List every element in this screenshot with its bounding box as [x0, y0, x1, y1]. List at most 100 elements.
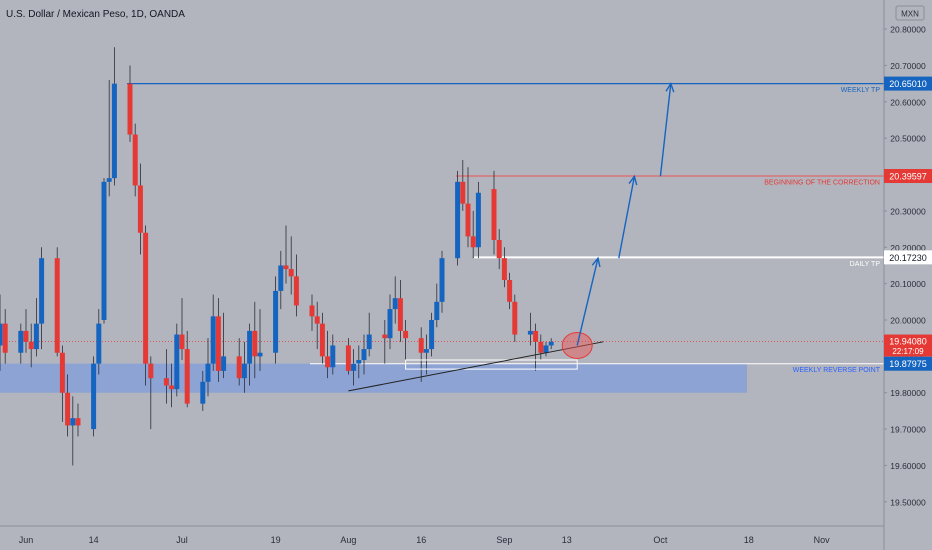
candle-body-69 [501, 258, 507, 280]
target-arrow-head-1 [628, 174, 638, 186]
level-price-label-2: 20.17230 [889, 253, 927, 263]
candle-body-49 [356, 360, 362, 364]
candle-body-40 [288, 269, 294, 277]
price-tick-label-5: 20.00000 [890, 316, 926, 326]
candle-body-70 [507, 280, 513, 302]
candle-body-52 [382, 334, 388, 339]
target-arrow-head-2 [665, 82, 675, 93]
candle-body-53 [387, 309, 393, 339]
candle-body-67 [491, 189, 497, 240]
candle-body-44 [319, 323, 325, 357]
candle-body-66 [475, 192, 481, 248]
candle-body-35 [252, 330, 258, 357]
candle-body-73 [533, 330, 539, 342]
candle-body-50 [361, 349, 367, 360]
candle-body-17 [127, 83, 133, 135]
time-tick-label-6: Sep [496, 535, 512, 545]
candle-body-46 [330, 345, 336, 368]
candle-body-72 [527, 330, 533, 335]
candle-body-12 [91, 363, 97, 430]
candle-body-27 [200, 381, 206, 404]
target-arrow-0 [576, 258, 599, 346]
candle-body-6 [39, 258, 45, 324]
candle-body-9 [65, 392, 71, 426]
price-tick-label-8: 20.30000 [890, 206, 926, 216]
level-price-box-3 [884, 356, 932, 371]
candle-body-5 [33, 323, 39, 350]
candle-body-31 [221, 356, 227, 371]
candle-body-11 [75, 418, 81, 426]
candle-body-74 [538, 341, 544, 353]
candle-body-75 [543, 345, 549, 353]
candle-body-68 [496, 240, 502, 259]
candle-body-43 [314, 316, 320, 324]
ascending-trendline [348, 341, 604, 392]
current-price-label: 19.94080 [889, 337, 927, 347]
candle-body-2 [18, 330, 24, 353]
level-name-0: WEEKLY TP [841, 87, 881, 94]
candles-group [0, 47, 554, 466]
level-price-box-2 [884, 250, 932, 265]
candle-body-48 [351, 363, 357, 371]
price-tick-label-7: 20.20000 [890, 243, 926, 253]
candle-body-8 [59, 352, 65, 393]
current-price-countdown: 22:17:09 [892, 347, 924, 356]
candle-body-20 [143, 232, 149, 364]
candle-body-21 [148, 363, 154, 379]
candle-body-23 [169, 385, 175, 390]
candle-body-56 [403, 330, 409, 339]
candle-body-4 [28, 341, 34, 350]
candle-body-60 [434, 301, 440, 320]
candle-body-19 [137, 185, 143, 233]
level-name-3: WEEKLY REVERSE POINT [793, 367, 881, 374]
support-box [405, 359, 578, 370]
candle-body-45 [325, 356, 331, 368]
candle-body-0 [0, 323, 3, 346]
candle-body-15 [106, 178, 112, 182]
time-tick-label-8: Oct [653, 535, 668, 545]
candle-body-16 [111, 83, 117, 179]
current-price-box [884, 334, 932, 357]
candle-body-41 [293, 276, 299, 306]
weekly-reverse-zone [0, 363, 747, 393]
candle-body-42 [309, 305, 315, 317]
currency-badge[interactable] [895, 5, 925, 21]
level-price-label-0: 20.65010 [889, 79, 927, 89]
candle-body-28 [205, 363, 211, 382]
level-name-1: BEGINNING OF THE CORRECTION [764, 180, 880, 187]
candle-body-59 [429, 320, 435, 350]
level-price-label-3: 19.87975 [889, 359, 927, 369]
candle-body-34 [247, 330, 253, 364]
candle-body-51 [366, 334, 372, 350]
candle-body-37 [273, 290, 279, 353]
price-tick-label-12: 20.70000 [890, 61, 926, 71]
candle-body-13 [96, 323, 102, 364]
candle-body-10 [70, 418, 76, 426]
price-tick-label-11: 20.60000 [890, 97, 926, 107]
time-tick-label-10: Nov [814, 535, 831, 545]
level-price-label-1: 20.39597 [889, 172, 927, 182]
target-arrow-1 [618, 176, 636, 259]
price-tick-label-13: 20.80000 [890, 25, 926, 35]
candle-body-54 [392, 298, 398, 310]
price-tick-label-0: 19.50000 [890, 497, 926, 507]
price-tick-label-1: 19.60000 [890, 461, 926, 471]
price-tick-label-10: 20.50000 [890, 134, 926, 144]
candle-body-32 [236, 356, 242, 379]
candle-body-55 [397, 298, 403, 331]
candle-body-62 [455, 181, 461, 259]
price-tick-label-6: 20.10000 [890, 279, 926, 289]
candle-body-22 [163, 378, 169, 386]
candle-body-39 [283, 265, 289, 270]
candle-body-29 [210, 316, 216, 364]
time-tick-label-7: 13 [562, 535, 572, 545]
candle-body-63 [460, 181, 466, 204]
price-tick-label-2: 19.70000 [890, 425, 926, 435]
candle-body-30 [215, 316, 221, 371]
target-arrow-head-0 [591, 256, 601, 268]
candle-body-57 [418, 338, 424, 353]
candle-body-38 [278, 265, 284, 291]
candle-body-26 [184, 349, 190, 404]
